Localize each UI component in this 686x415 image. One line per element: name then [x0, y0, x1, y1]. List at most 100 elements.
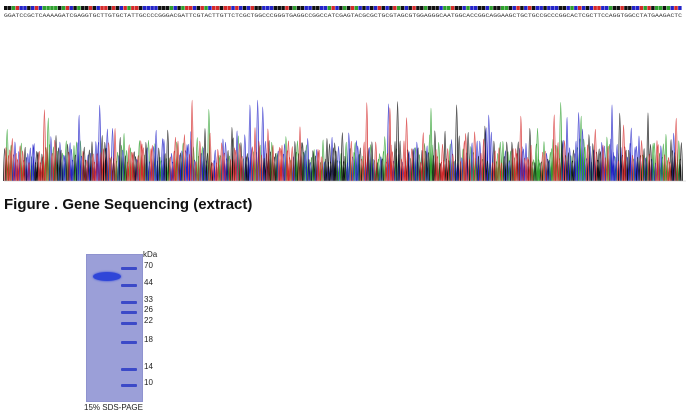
- base-color-cell: [635, 6, 640, 10]
- base-color-cell: [620, 6, 624, 10]
- base-color-cell: [608, 6, 613, 10]
- base-color-cell: [497, 6, 501, 10]
- base-color-cell: [624, 6, 628, 10]
- base-color-cell: [119, 6, 124, 10]
- base-color-cell: [242, 6, 247, 10]
- base-color-cell: [73, 6, 77, 10]
- base-color-cell: [558, 6, 563, 10]
- base-color-cell: [11, 6, 16, 10]
- sample-band: [93, 272, 121, 281]
- base-color-cell: [273, 6, 278, 10]
- base-color-cell: [161, 6, 166, 10]
- base-color-cell: [319, 6, 324, 10]
- trace-a: [5, 102, 681, 182]
- base-color-cell: [84, 6, 89, 10]
- base-color-cell: [531, 6, 536, 10]
- base-color-cell: [46, 6, 50, 10]
- base-color-cell: [400, 6, 405, 10]
- base-color-cell: [585, 6, 590, 10]
- base-color-cell: [158, 6, 162, 10]
- base-color-cell: [265, 6, 270, 10]
- base-color-cell: [658, 6, 663, 10]
- base-color-cell: [631, 6, 636, 10]
- base-color-cell: [366, 6, 370, 10]
- base-color-cell: [539, 6, 543, 10]
- base-color-cell: [574, 6, 578, 10]
- base-color-cell: [512, 6, 516, 10]
- base-color-cell: [192, 6, 197, 10]
- base-color-cell: [485, 6, 489, 10]
- base-color-cell: [289, 6, 293, 10]
- base-color-cell: [508, 6, 513, 10]
- base-color-cell: [142, 6, 147, 10]
- base-color-cell: [450, 6, 455, 10]
- base-color-cell: [19, 6, 23, 10]
- base-color-cell: [154, 6, 158, 10]
- base-color-cell: [4, 6, 8, 10]
- trace-t: [4, 100, 678, 182]
- base-color-cell: [165, 6, 170, 10]
- base-color-cell: [377, 6, 382, 10]
- base-color-cell: [643, 6, 647, 10]
- base-color-cell: [570, 6, 574, 10]
- base-color-cell: [188, 6, 193, 10]
- base-color-cell: [431, 6, 436, 10]
- marker-band-10: [121, 384, 137, 387]
- base-color-cell: [65, 6, 70, 10]
- base-color-cell: [316, 6, 320, 10]
- base-color-cell: [169, 6, 174, 10]
- base-color-cell: [173, 6, 177, 10]
- base-color-cell: [651, 6, 655, 10]
- base-color-cell: [427, 6, 432, 10]
- marker-label-33: 33: [144, 295, 153, 304]
- sequence-text: GGATCCGCTCAAAAGATCGAGGTGCTTGTGCTATTGCCCC…: [4, 13, 682, 19]
- base-color-cell: [277, 6, 281, 10]
- marker-band-44: [121, 284, 137, 287]
- base-color-cell: [616, 6, 620, 10]
- base-color-cell: [520, 6, 524, 10]
- base-color-cell: [34, 6, 39, 10]
- base-color-cell: [7, 6, 12, 10]
- base-color-cell: [562, 6, 567, 10]
- base-color-cell: [362, 6, 366, 10]
- base-color-cell: [96, 6, 100, 10]
- base-color-cell: [204, 6, 208, 10]
- base-color-cell: [504, 6, 509, 10]
- base-color-cell: [628, 6, 632, 10]
- base-color-cell: [674, 6, 678, 10]
- base-color-cell: [208, 6, 212, 10]
- base-color-cell: [670, 6, 674, 10]
- base-color-cell: [69, 6, 73, 10]
- base-color-cell: [200, 6, 204, 10]
- marker-label-26: 26: [144, 305, 153, 314]
- base-color-cell: [77, 6, 81, 10]
- base-color-cell: [470, 6, 474, 10]
- base-color-cell: [500, 6, 505, 10]
- base-color-cell: [343, 6, 347, 10]
- base-color-cell: [111, 6, 116, 10]
- gel-image: [86, 254, 143, 402]
- base-color-cell: [42, 6, 46, 10]
- base-color-cell: [551, 6, 555, 10]
- base-color-cell: [647, 6, 651, 10]
- base-color-cell: [493, 6, 497, 10]
- marker-band-14: [121, 368, 137, 371]
- base-color-cell: [566, 6, 570, 10]
- base-color-cell: [473, 6, 478, 10]
- base-color-cell: [27, 6, 31, 10]
- base-color-cell: [238, 6, 243, 10]
- base-color-cell: [300, 6, 305, 10]
- base-color-cell: [477, 6, 482, 10]
- chromatogram-traces: [3, 100, 683, 182]
- kda-unit-label: kDa: [143, 250, 158, 259]
- base-color-cell: [381, 6, 385, 10]
- base-color-cell: [581, 6, 586, 10]
- marker-label-18: 18: [144, 335, 153, 344]
- base-color-cell: [131, 6, 135, 10]
- base-color-cell: [30, 6, 35, 10]
- base-color-cell: [597, 6, 601, 10]
- base-color-cell: [312, 6, 316, 10]
- base-color-cell: [373, 6, 378, 10]
- base-color-cell: [92, 6, 97, 10]
- base-color-cell: [404, 6, 409, 10]
